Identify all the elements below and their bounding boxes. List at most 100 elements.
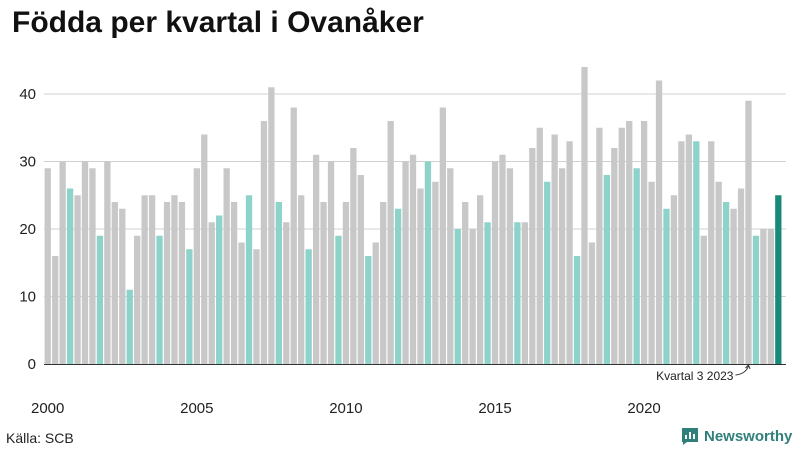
- bar: [208, 222, 215, 364]
- bar: [432, 181, 439, 364]
- bar: [275, 202, 282, 364]
- newsworthy-logo-icon: [682, 428, 698, 445]
- x-tick-label: 2010: [329, 400, 362, 417]
- bar: [536, 127, 543, 364]
- bar: [409, 154, 417, 364]
- y-axis-ticks: 0 10 20 30 40: [19, 86, 36, 373]
- bar: [439, 107, 446, 364]
- bar: [81, 161, 89, 364]
- bar: [350, 148, 357, 364]
- bar: [573, 256, 581, 364]
- bar: [596, 127, 603, 364]
- bar: [469, 229, 476, 364]
- bar: [268, 87, 275, 364]
- bar: [312, 154, 320, 364]
- bar: [357, 175, 364, 364]
- bar: [342, 202, 350, 364]
- bar: [305, 249, 312, 364]
- x-tick-label: 2000: [31, 400, 64, 417]
- annotation-arrowhead: [745, 364, 751, 370]
- bar: [670, 195, 678, 364]
- bar: [611, 148, 618, 364]
- bar: [581, 67, 588, 364]
- bar: [52, 256, 59, 364]
- y-tick-label: 0: [28, 356, 36, 373]
- bar: [648, 181, 655, 364]
- bar: [760, 229, 767, 364]
- y-tick-label: 40: [19, 86, 36, 103]
- bar: [119, 208, 126, 364]
- bar: [327, 161, 335, 364]
- annotation-arrow: [735, 365, 749, 376]
- bar: [514, 222, 521, 364]
- bar: [365, 256, 372, 364]
- bar: [126, 289, 133, 364]
- brand-name: Newsworthy: [704, 427, 793, 445]
- bar: [484, 222, 491, 364]
- bar: [603, 175, 610, 364]
- bar: [178, 202, 186, 364]
- x-tick-label: 2020: [627, 400, 660, 417]
- bar: [380, 202, 387, 364]
- bar: [260, 121, 268, 364]
- bar: [626, 121, 633, 364]
- bar: [59, 161, 66, 364]
- bar: [298, 195, 305, 364]
- bar: [491, 161, 499, 364]
- bar: [335, 235, 342, 364]
- y-tick-label: 20: [19, 221, 36, 238]
- bar: [104, 161, 111, 364]
- bar: [633, 168, 640, 364]
- bar: [722, 202, 730, 364]
- bar: [544, 181, 551, 364]
- x-axis-ticks: 2000 2005 2010 2015 2020: [31, 400, 661, 417]
- bar-latest: [775, 195, 782, 364]
- bar: [655, 80, 663, 364]
- bar: [156, 235, 163, 364]
- x-tick-label: 2015: [478, 400, 511, 417]
- bar: [134, 235, 141, 364]
- bar: [462, 202, 469, 364]
- bar: [506, 168, 514, 364]
- bar: [640, 121, 648, 364]
- brand-logo: Newsworthy: [680, 426, 792, 446]
- latest-annotation: Kvartal 3 2023: [656, 364, 751, 383]
- bar: [618, 127, 625, 364]
- bar: [245, 195, 253, 364]
- annotation-label: Kvartal 3 2023: [656, 369, 734, 383]
- bar: [454, 229, 461, 364]
- bar: [663, 208, 670, 364]
- bar: [186, 249, 193, 364]
- bar: [745, 100, 752, 364]
- bar: [558, 168, 566, 364]
- bar: [715, 181, 722, 364]
- bar: [678, 141, 685, 364]
- bar: [588, 242, 596, 364]
- y-tick-label: 10: [19, 289, 36, 306]
- bar: [223, 168, 230, 364]
- bar: [730, 208, 737, 364]
- x-tick-label: 2005: [180, 400, 213, 417]
- bar: [96, 235, 104, 364]
- bar: [201, 134, 208, 364]
- bar: [193, 168, 200, 364]
- bar: [238, 242, 245, 364]
- bar: [499, 154, 506, 364]
- chart-title: Födda per kvartal i Ovanåker: [12, 6, 424, 39]
- bar: [372, 242, 379, 364]
- bar: [529, 148, 536, 364]
- bar: [394, 208, 402, 364]
- bar: [283, 222, 290, 364]
- bar: [387, 121, 394, 364]
- bar: [551, 134, 558, 364]
- bar: [476, 195, 484, 364]
- bar: [74, 195, 81, 364]
- bar: [424, 161, 432, 364]
- bar: [290, 107, 297, 364]
- bar: [216, 215, 223, 364]
- bar: [566, 141, 573, 364]
- bar: [417, 188, 424, 364]
- bar: [700, 235, 707, 364]
- bar: [163, 202, 171, 364]
